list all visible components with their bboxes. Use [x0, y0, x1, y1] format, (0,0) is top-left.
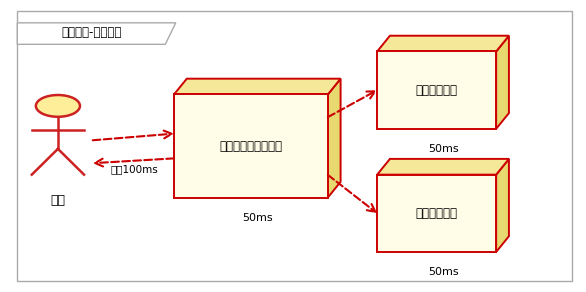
Text: 50ms: 50ms	[428, 267, 458, 277]
Bar	[377, 51, 496, 129]
Polygon shape	[496, 159, 509, 252]
Polygon shape	[18, 23, 176, 44]
Polygon shape	[328, 79, 340, 198]
Polygon shape	[496, 36, 509, 129]
Text: 消息队列-异步消息: 消息队列-异步消息	[61, 26, 121, 39]
Polygon shape	[377, 159, 509, 175]
Text: 响应100ms: 响应100ms	[110, 164, 158, 174]
Circle shape	[36, 95, 80, 117]
Polygon shape	[377, 36, 509, 51]
Polygon shape	[174, 79, 340, 94]
Text: 发送注册短信: 发送注册短信	[415, 207, 458, 220]
Text: 注册信息写入数据库: 注册信息写入数据库	[219, 140, 282, 152]
Bar	[377, 175, 496, 252]
Text: 50ms: 50ms	[428, 144, 458, 154]
Text: 用户: 用户	[50, 194, 66, 207]
Text: 50ms: 50ms	[242, 213, 272, 223]
Text: 发送注册邮件: 发送注册邮件	[415, 84, 458, 97]
Bar	[174, 94, 328, 198]
